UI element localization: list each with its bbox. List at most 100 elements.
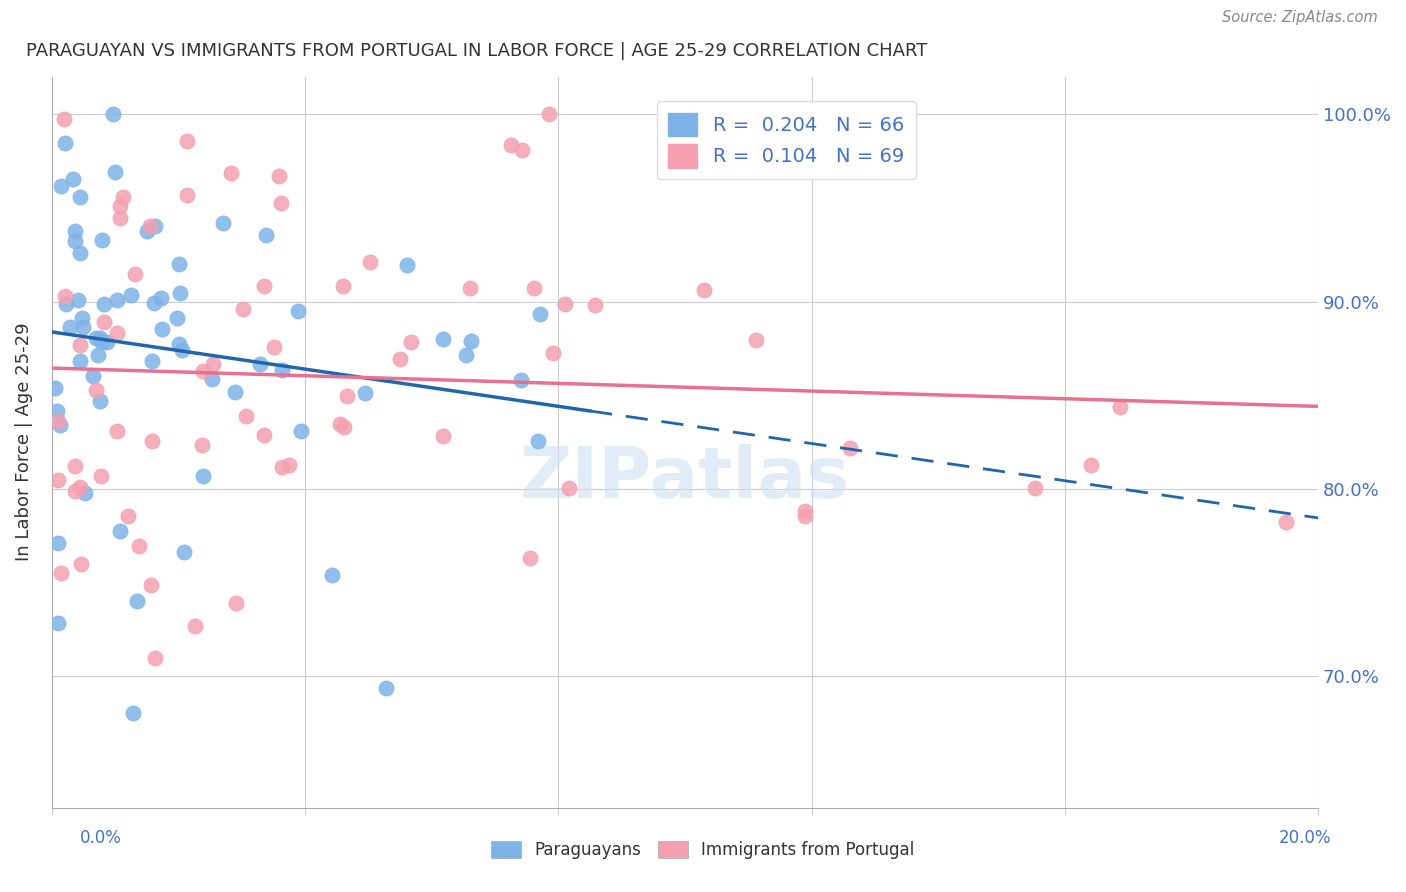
Point bbox=[191, 364, 214, 378]
Point bbox=[290, 424, 312, 438]
Point bbox=[91, 334, 114, 349]
Point bbox=[184, 619, 207, 633]
Point bbox=[167, 257, 190, 271]
Point bbox=[105, 424, 128, 438]
Legend: Paraguayans, Immigrants from Portugal: Paraguayans, Immigrants from Portugal bbox=[485, 834, 921, 866]
Point bbox=[523, 281, 546, 295]
Point bbox=[1275, 516, 1298, 530]
Point bbox=[128, 540, 150, 554]
Point bbox=[510, 373, 533, 387]
Point bbox=[69, 557, 91, 571]
Point bbox=[263, 340, 285, 354]
Point bbox=[333, 419, 356, 434]
Point bbox=[72, 320, 94, 334]
Point bbox=[395, 258, 418, 272]
Point bbox=[44, 381, 66, 395]
Point bbox=[388, 351, 411, 366]
Point bbox=[49, 566, 72, 580]
Point bbox=[52, 112, 75, 126]
Y-axis label: In Labor Force | Age 25-29: In Labor Force | Age 25-29 bbox=[15, 323, 32, 561]
Point bbox=[45, 404, 67, 418]
Point bbox=[136, 223, 159, 237]
Point bbox=[141, 434, 163, 448]
Point bbox=[143, 296, 166, 310]
Point bbox=[321, 568, 343, 582]
Point bbox=[49, 178, 72, 193]
Point bbox=[693, 283, 716, 297]
Point bbox=[166, 311, 188, 326]
Point bbox=[432, 332, 454, 346]
Point bbox=[150, 321, 173, 335]
Point bbox=[527, 434, 550, 448]
Point bbox=[838, 442, 860, 456]
Text: 20.0%: 20.0% bbox=[1278, 829, 1331, 847]
Point bbox=[332, 279, 354, 293]
Point bbox=[65, 234, 87, 248]
Point bbox=[278, 458, 301, 472]
Point bbox=[105, 326, 128, 340]
Point bbox=[48, 536, 70, 550]
Text: Source: ZipAtlas.com: Source: ZipAtlas.com bbox=[1222, 11, 1378, 25]
Point bbox=[271, 459, 294, 474]
Text: 0.0%: 0.0% bbox=[80, 829, 122, 847]
Point bbox=[117, 508, 139, 523]
Point bbox=[62, 171, 84, 186]
Point bbox=[224, 385, 246, 400]
Point bbox=[519, 551, 541, 566]
Point bbox=[46, 414, 69, 428]
Point bbox=[794, 508, 817, 523]
Point bbox=[84, 331, 107, 345]
Point bbox=[173, 544, 195, 558]
Point bbox=[191, 469, 214, 483]
Point bbox=[73, 485, 96, 500]
Point bbox=[53, 136, 76, 151]
Point bbox=[359, 255, 381, 269]
Point bbox=[460, 334, 482, 348]
Point bbox=[538, 107, 561, 121]
Point bbox=[432, 429, 454, 443]
Point bbox=[49, 417, 72, 432]
Point bbox=[1080, 458, 1102, 473]
Point bbox=[201, 372, 224, 386]
Point bbox=[191, 437, 214, 451]
Point bbox=[69, 338, 91, 352]
Point bbox=[84, 383, 107, 397]
Point bbox=[93, 297, 115, 311]
Point bbox=[46, 615, 69, 630]
Point bbox=[82, 368, 104, 383]
Point bbox=[90, 468, 112, 483]
Point bbox=[89, 331, 111, 345]
Point bbox=[108, 211, 131, 226]
Point bbox=[212, 216, 235, 230]
Point bbox=[543, 346, 565, 360]
Point bbox=[108, 199, 131, 213]
Point bbox=[235, 409, 257, 423]
Point bbox=[501, 137, 523, 152]
Point bbox=[69, 245, 91, 260]
Point bbox=[86, 348, 108, 362]
Point bbox=[63, 458, 86, 473]
Point bbox=[287, 303, 309, 318]
Point bbox=[329, 417, 352, 431]
Point bbox=[121, 706, 143, 721]
Point bbox=[170, 343, 193, 357]
Text: ZIPatlas: ZIPatlas bbox=[520, 444, 851, 513]
Point bbox=[558, 481, 581, 495]
Point bbox=[65, 224, 87, 238]
Point bbox=[354, 386, 377, 401]
Point bbox=[399, 335, 422, 350]
Point bbox=[124, 267, 146, 281]
Point bbox=[141, 353, 163, 368]
Point bbox=[583, 298, 606, 312]
Point bbox=[53, 289, 76, 303]
Point bbox=[176, 187, 198, 202]
Point bbox=[202, 357, 225, 371]
Point bbox=[744, 334, 766, 348]
Point bbox=[96, 334, 118, 349]
Point bbox=[93, 315, 115, 329]
Point bbox=[46, 473, 69, 487]
Point bbox=[375, 681, 398, 695]
Point bbox=[70, 311, 93, 326]
Point bbox=[176, 135, 198, 149]
Point bbox=[249, 357, 271, 371]
